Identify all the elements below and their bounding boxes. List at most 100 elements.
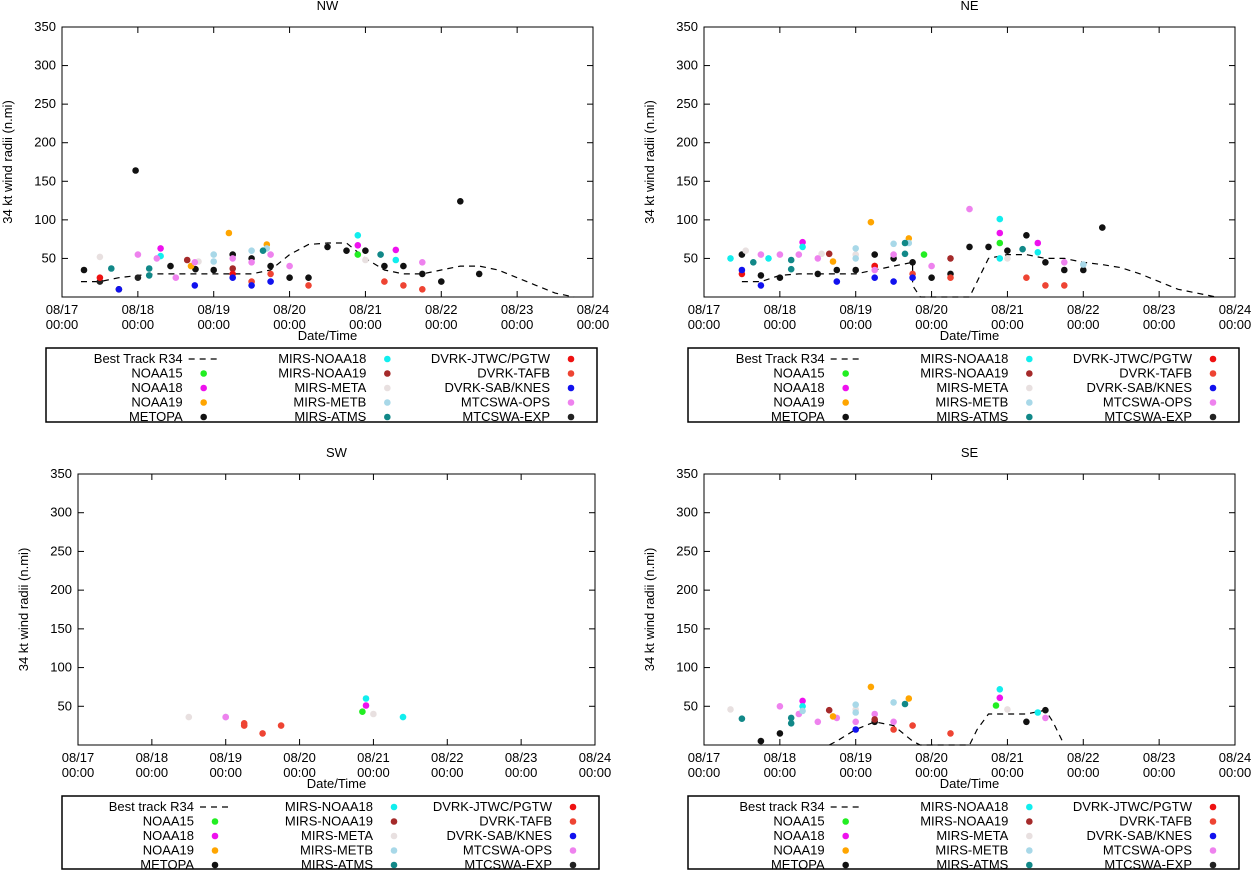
y-tick-label: 100 bbox=[676, 660, 698, 675]
legend-marker bbox=[1209, 832, 1217, 840]
data-point bbox=[996, 255, 1004, 262]
legend-marker bbox=[211, 861, 219, 869]
data-point bbox=[381, 262, 388, 270]
data-point bbox=[359, 708, 366, 715]
data-point bbox=[750, 259, 757, 266]
data-point bbox=[183, 256, 191, 264]
x-tick-label-date: 08/21 bbox=[991, 302, 1024, 317]
legend-label: DVRK-TAFB bbox=[477, 366, 550, 381]
legend-label: DVRK-SAB/KNES bbox=[1087, 828, 1193, 843]
legend-label: NOAA15 bbox=[131, 366, 182, 381]
data-point bbox=[890, 726, 897, 733]
data-point bbox=[742, 247, 749, 254]
legend-label: MIRS-NOAA19 bbox=[278, 366, 366, 381]
legend-label: MTCSWA-OPS bbox=[1103, 395, 1192, 410]
legend-marker bbox=[567, 384, 575, 392]
x-tick-label-time: 00:00 bbox=[273, 317, 306, 332]
x-tick-label-time: 00:00 bbox=[1067, 765, 1100, 780]
data-point bbox=[96, 274, 104, 282]
data-point bbox=[240, 722, 248, 729]
legend-marker bbox=[211, 818, 219, 825]
legend-marker bbox=[567, 413, 575, 421]
legend-label: Best track R34 bbox=[739, 799, 824, 814]
data-point bbox=[1023, 274, 1030, 282]
plot-frame bbox=[703, 473, 1236, 746]
data-point bbox=[354, 232, 362, 239]
data-point bbox=[392, 246, 400, 254]
legend-marker bbox=[569, 861, 577, 869]
data-point bbox=[305, 282, 312, 289]
x-tick-label-date: 08/18 bbox=[764, 302, 797, 317]
legend-label: METOPA bbox=[140, 857, 194, 870]
data-point bbox=[145, 272, 153, 279]
legend-label: MIRS-NOAA18 bbox=[920, 799, 1008, 814]
data-point bbox=[1061, 259, 1068, 266]
legend-marker bbox=[384, 399, 391, 406]
data-point bbox=[867, 218, 875, 226]
y-tick-label: 200 bbox=[676, 135, 698, 150]
legend-label: NOAA15 bbox=[143, 814, 194, 829]
data-point bbox=[286, 274, 293, 282]
x-tick-label-time: 00:00 bbox=[197, 317, 230, 332]
data-point bbox=[852, 718, 859, 726]
data-point bbox=[738, 266, 746, 274]
x-tick-label-date: 08/18 bbox=[122, 302, 155, 317]
y-tick-label: 300 bbox=[50, 505, 72, 520]
y-tick-label: 250 bbox=[50, 543, 72, 558]
y-tick-label: 200 bbox=[50, 582, 72, 597]
data-point bbox=[343, 247, 350, 254]
data-point bbox=[1034, 709, 1042, 716]
x-tick-label-time: 00:00 bbox=[46, 317, 79, 332]
x-tick-label-time: 00:00 bbox=[1219, 317, 1252, 332]
data-point bbox=[191, 259, 199, 266]
legend-marker bbox=[1209, 370, 1217, 377]
data-point bbox=[1042, 259, 1049, 266]
x-tick-label-date: 08/21 bbox=[349, 302, 382, 317]
data-point bbox=[1023, 718, 1030, 726]
legend-marker bbox=[390, 818, 398, 825]
y-tick-label: 150 bbox=[676, 173, 698, 188]
legend-marker bbox=[842, 818, 849, 825]
legend-label: MIRS-NOAA19 bbox=[920, 814, 1008, 829]
legend-marker bbox=[1026, 861, 1033, 869]
legend-label: MTCSWA-EXP bbox=[464, 857, 552, 870]
legend-marker bbox=[1026, 413, 1033, 421]
x-tick-label-time: 00:00 bbox=[431, 765, 464, 780]
y-tick-label: 150 bbox=[34, 173, 56, 188]
data-point bbox=[381, 278, 388, 285]
data-point bbox=[871, 710, 878, 718]
data-point bbox=[134, 274, 142, 282]
data-point bbox=[1042, 282, 1049, 289]
x-tick-label-time: 00:00 bbox=[425, 317, 458, 332]
legend-label: MIRS-NOAA18 bbox=[920, 351, 1008, 366]
data-point bbox=[852, 245, 859, 252]
data-point bbox=[799, 238, 806, 246]
data-point bbox=[153, 255, 161, 262]
data-point bbox=[909, 274, 916, 282]
data-point bbox=[814, 255, 822, 262]
data-point bbox=[799, 243, 806, 251]
y-axis-label: 34 kt wind radii (n.mi) bbox=[642, 100, 657, 224]
y-tick-label: 200 bbox=[676, 582, 698, 597]
legend-label: DVRK-TAFB bbox=[479, 814, 552, 829]
data-point bbox=[399, 713, 407, 721]
panel-title: SW bbox=[326, 445, 348, 460]
data-point bbox=[852, 255, 859, 262]
legend-box bbox=[687, 347, 1240, 423]
data-point bbox=[985, 243, 992, 251]
data-point bbox=[1061, 282, 1068, 289]
x-tick-label-time: 00:00 bbox=[505, 765, 538, 780]
data-point bbox=[947, 730, 954, 737]
data-point bbox=[172, 274, 180, 282]
panel-ne: NE5010015020025030035008/1700:0008/1800:… bbox=[642, 0, 1251, 343]
data-point bbox=[795, 251, 803, 258]
data-point bbox=[799, 703, 806, 710]
x-tick-label-date: 08/20 bbox=[915, 750, 948, 765]
data-point bbox=[259, 247, 267, 254]
x-tick-label-date: 08/18 bbox=[136, 750, 169, 765]
panel-title: NE bbox=[960, 0, 978, 13]
best-track-line bbox=[828, 709, 1065, 746]
legend-label: MIRS-METB bbox=[935, 843, 1008, 858]
